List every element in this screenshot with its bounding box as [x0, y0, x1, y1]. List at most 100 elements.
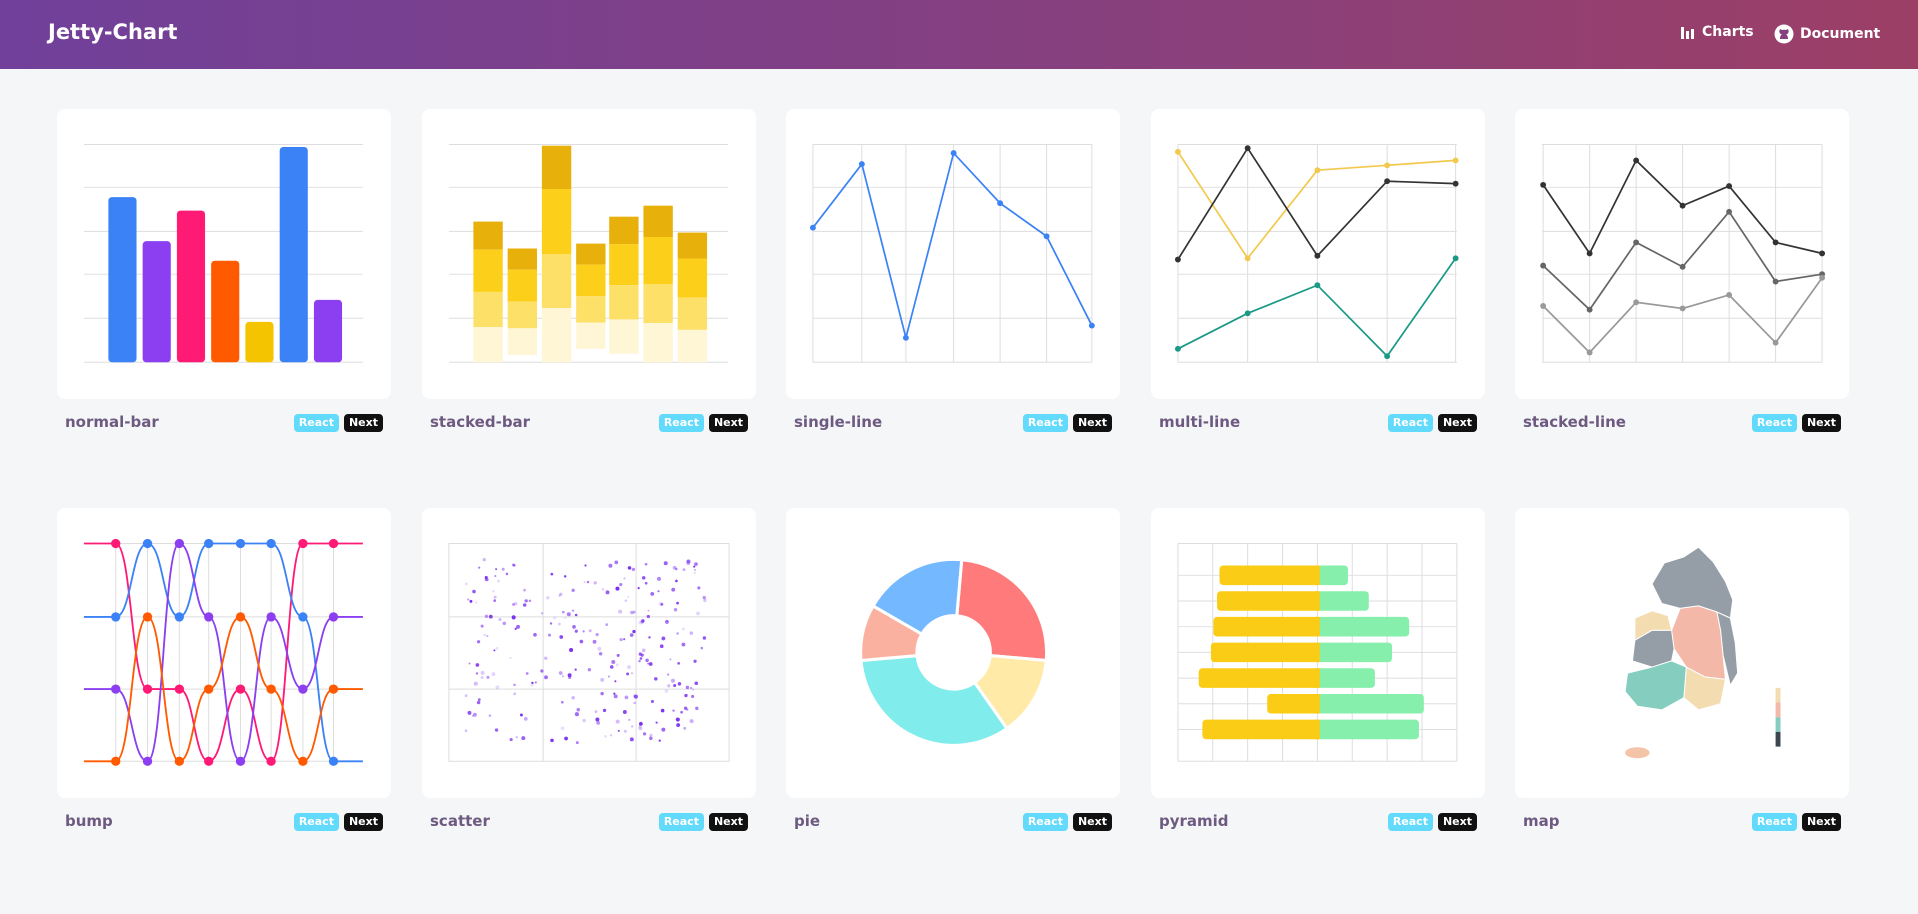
- card-label[interactable]: pie: [794, 812, 821, 830]
- framework-badge[interactable]: React: [293, 813, 339, 831]
- point: [659, 644, 664, 649]
- point: [469, 599, 473, 603]
- bar-segment: [576, 296, 606, 323]
- point: [544, 675, 548, 680]
- nav-charts[interactable]: Charts: [1680, 24, 1754, 40]
- framework-badge[interactable]: Next: [1437, 414, 1477, 432]
- chart-card[interactable]: [1151, 109, 1485, 399]
- point: [680, 710, 683, 714]
- chart-card[interactable]: [786, 508, 1120, 798]
- badge-group: React Next: [1387, 813, 1477, 831]
- app-title[interactable]: Jetty-Chart: [48, 20, 178, 44]
- framework-badge[interactable]: React: [658, 813, 704, 831]
- point: [559, 635, 564, 639]
- bar-left: [1210, 642, 1323, 663]
- point: [476, 640, 481, 644]
- chart-card[interactable]: [57, 109, 391, 399]
- point: [502, 621, 507, 626]
- framework-badge[interactable]: React: [1387, 414, 1433, 432]
- framework-badge[interactable]: Next: [1437, 813, 1477, 831]
- bar-join: [1314, 565, 1320, 586]
- legend-swatch: [1775, 687, 1781, 703]
- point: [675, 579, 678, 583]
- framework-badge[interactable]: Next: [708, 414, 748, 432]
- card-label[interactable]: pyramid: [1159, 812, 1229, 830]
- chart-card[interactable]: [1515, 109, 1849, 399]
- framework-badge[interactable]: React: [1022, 414, 1068, 432]
- point: [464, 582, 468, 586]
- point: [614, 560, 619, 565]
- point: [651, 700, 654, 703]
- point: [142, 756, 153, 766]
- framework-badge[interactable]: Next: [1072, 813, 1112, 831]
- point: [1384, 178, 1391, 185]
- framework-badge[interactable]: Next: [343, 813, 383, 831]
- point: [583, 581, 586, 584]
- chart-card[interactable]: [1151, 508, 1485, 798]
- framework-badge[interactable]: Next: [1801, 813, 1841, 831]
- bump-line: [83, 542, 363, 763]
- card-label[interactable]: multi-line: [1159, 413, 1241, 431]
- line: [1177, 257, 1457, 358]
- framework-badge[interactable]: React: [293, 414, 339, 432]
- legend-swatch: [1775, 702, 1781, 718]
- point: [480, 624, 484, 628]
- chart-card[interactable]: [422, 109, 756, 399]
- card-label[interactable]: single-line: [794, 413, 883, 431]
- card-label[interactable]: stacked-bar: [430, 413, 531, 431]
- point: [644, 562, 648, 566]
- point: [540, 669, 544, 673]
- point: [613, 694, 618, 699]
- framework-badge[interactable]: Next: [708, 813, 748, 831]
- point: [638, 726, 643, 731]
- point: [486, 675, 490, 679]
- point: [1679, 305, 1686, 312]
- point: [615, 719, 620, 724]
- bar-right: [1317, 591, 1369, 611]
- point: [492, 590, 495, 593]
- point: [605, 623, 609, 626]
- point: [676, 601, 679, 605]
- point: [664, 689, 669, 693]
- point: [686, 561, 691, 566]
- card-label[interactable]: map: [1523, 812, 1560, 830]
- framework-badge[interactable]: React: [658, 414, 704, 432]
- legend-swatch: [1775, 717, 1781, 732]
- framework-badge[interactable]: React: [1751, 813, 1797, 831]
- point: [677, 662, 680, 665]
- point: [629, 633, 634, 637]
- point: [663, 561, 668, 566]
- card-label[interactable]: normal-bar: [65, 413, 159, 431]
- bump-line: [83, 615, 363, 763]
- point: [571, 609, 575, 612]
- framework-badge[interactable]: React: [1387, 813, 1433, 831]
- card-label[interactable]: bump: [65, 812, 113, 830]
- framework-badge[interactable]: Next: [343, 414, 383, 432]
- framework-badge[interactable]: Next: [1801, 414, 1841, 432]
- point: [661, 727, 666, 732]
- point: [809, 224, 816, 231]
- point: [611, 659, 616, 665]
- chart-card[interactable]: [422, 508, 756, 798]
- point: [1726, 208, 1733, 215]
- point: [641, 576, 646, 580]
- point: [111, 756, 121, 766]
- bar-right: [1317, 565, 1348, 586]
- chart-card[interactable]: [57, 508, 391, 798]
- point: [700, 646, 704, 650]
- card-label[interactable]: scatter: [430, 812, 490, 830]
- bump-line: [83, 542, 363, 763]
- card-label[interactable]: stacked-line: [1523, 413, 1626, 431]
- framework-badge[interactable]: Next: [1072, 414, 1112, 432]
- chart-card[interactable]: [1515, 508, 1849, 798]
- framework-badge[interactable]: React: [1022, 813, 1068, 831]
- point: [642, 648, 646, 653]
- point: [1633, 157, 1640, 164]
- point: [483, 633, 486, 637]
- chart-card[interactable]: [786, 109, 1120, 399]
- nav-document[interactable]: Document: [1774, 24, 1880, 44]
- point: [671, 587, 676, 592]
- framework-badge[interactable]: React: [1751, 414, 1797, 432]
- bar-segment: [609, 285, 639, 320]
- point: [298, 538, 308, 549]
